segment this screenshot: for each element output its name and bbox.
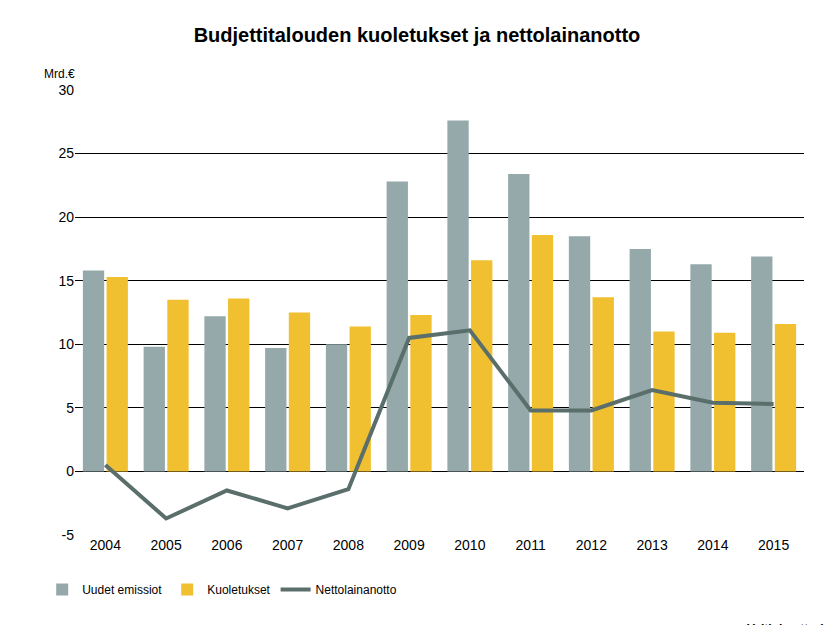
svg-text:Nettolainanotto: Nettolainanotto [316,583,397,597]
svg-text:2006: 2006 [211,537,242,553]
svg-text:2013: 2013 [637,537,668,553]
svg-text:Valtiokonttori: Valtiokonttori [747,622,824,625]
svg-text:5: 5 [66,400,74,416]
svg-text:0: 0 [66,463,74,479]
svg-text:2010: 2010 [454,537,485,553]
svg-text:2009: 2009 [394,537,425,553]
svg-text:2007: 2007 [272,537,303,553]
svg-text:2005: 2005 [151,537,182,553]
svg-text:Mrd.€: Mrd.€ [44,67,75,81]
svg-text:-5: -5 [62,527,75,543]
svg-text:Kuoletukset: Kuoletukset [207,583,270,597]
svg-text:10: 10 [58,336,74,352]
svg-text:30: 30 [58,82,74,98]
svg-text:2008: 2008 [333,537,364,553]
svg-text:2012: 2012 [576,537,607,553]
svg-text:2004: 2004 [90,537,121,553]
svg-text:2011: 2011 [516,537,546,553]
svg-text:2014: 2014 [697,537,728,553]
svg-text:Budjettitalouden kuoletukset j: Budjettitalouden kuoletukset ja nettolai… [194,24,641,46]
svg-text:25: 25 [58,145,74,161]
svg-text:20: 20 [58,209,74,225]
svg-text:15: 15 [58,273,74,289]
svg-text:2015: 2015 [758,537,789,553]
svg-text:Uudet emissiot: Uudet emissiot [82,583,162,597]
